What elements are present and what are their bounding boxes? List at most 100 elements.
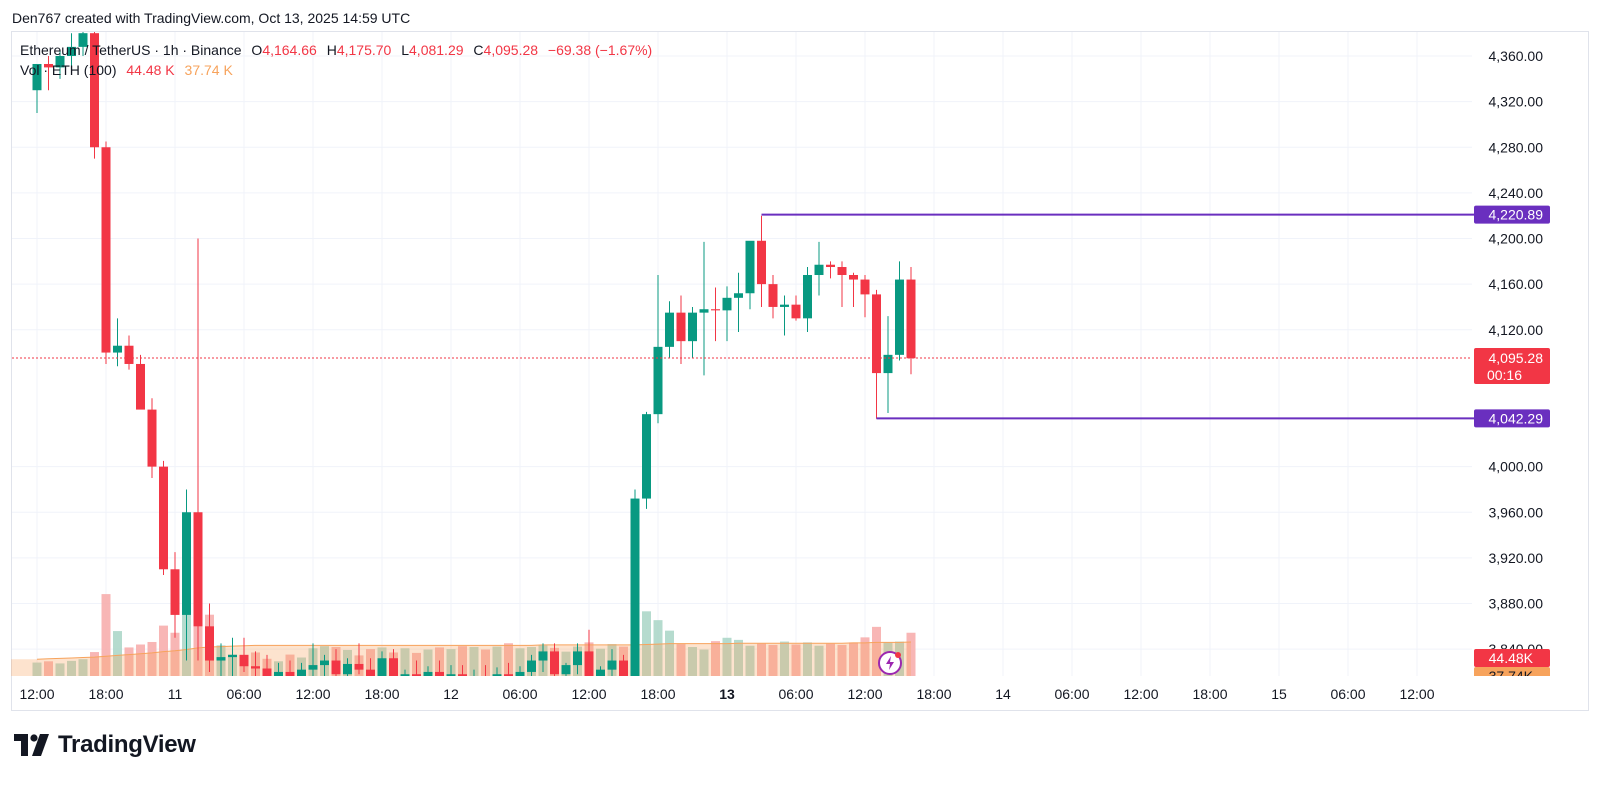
volume-bar (78, 659, 88, 676)
candle-body (113, 345, 122, 353)
time-tick-label: 13 (719, 686, 735, 702)
price-tick-label: 4,000.00 (1489, 459, 1544, 475)
candle-body (722, 297, 732, 311)
volume-bar (814, 645, 824, 676)
price-chart[interactable]: 4,360.00 4,320.00 4,280.00 4,240.00 4,200.00… (0, 0, 1600, 720)
time-tick-label: 12:00 (847, 686, 882, 702)
time-tick-label: 12:00 (1123, 686, 1158, 702)
candle-body (860, 279, 870, 295)
volume-bar (469, 647, 479, 676)
lightning-icon[interactable] (877, 650, 903, 676)
candle-body (481, 677, 490, 679)
volume-bar (780, 641, 789, 676)
candle-body (607, 660, 617, 670)
time-tick-label: 12:00 (1399, 686, 1434, 702)
volume-bar (32, 662, 42, 676)
volume-bar (768, 644, 778, 676)
volume-legend: Vol · ETH (100) 44.48 K 37.74 K (20, 62, 239, 78)
candle-body (366, 669, 375, 676)
candle-body (504, 674, 513, 676)
candle-body (630, 498, 640, 676)
volume-bar (837, 644, 847, 676)
level-price-tag (1474, 409, 1550, 428)
candle-body (90, 33, 99, 148)
price-tick-label: 4,360.00 (1489, 48, 1544, 64)
volume-tag (1474, 649, 1550, 667)
candle-body (170, 569, 180, 615)
candle-body (377, 658, 387, 676)
volume-bar (803, 642, 812, 676)
candle-body (354, 663, 364, 670)
candle-body (78, 33, 88, 47)
candle-body (228, 654, 237, 658)
volume-bar (400, 648, 410, 676)
candle-body (320, 660, 329, 666)
volume-bar (688, 647, 697, 676)
candle-body (573, 651, 582, 666)
candle-body (193, 512, 203, 627)
candles (32, 32, 916, 679)
time-tick-label: 18:00 (916, 686, 951, 702)
volume-bar (757, 643, 766, 676)
volume-bar (596, 648, 605, 676)
candle-body (895, 279, 904, 355)
volume-bar (826, 643, 835, 676)
candle-body (262, 668, 272, 676)
volume-bar (872, 626, 881, 676)
time-tick-label: 12 (443, 686, 459, 702)
candle-body (285, 671, 295, 676)
volume-bar (745, 645, 755, 676)
volume-bar (124, 647, 134, 676)
candle-body (159, 466, 168, 570)
candle-body (906, 279, 916, 359)
candle-body (768, 284, 778, 307)
ohlc-legend: Ethereum / TetherUS · 1h · Binance O4,16… (20, 42, 658, 58)
volume-title[interactable]: Vol · ETH (100) (20, 62, 117, 78)
grid (12, 32, 1472, 676)
volume-bar (642, 611, 651, 676)
overlay-lines (12, 213, 1474, 420)
candle-body (550, 651, 559, 675)
price-tick-label: 4,320.00 (1489, 94, 1544, 110)
time-tick-label: 06:00 (502, 686, 537, 702)
candle-body (297, 669, 306, 676)
candle-body (584, 651, 594, 676)
time-tick-label: 18:00 (364, 686, 399, 702)
candle-body (308, 665, 318, 670)
candle-body (412, 674, 421, 676)
level-price-tag (1474, 205, 1550, 224)
volume-bar (147, 641, 157, 676)
candle-body (837, 267, 847, 275)
volume-bar (676, 644, 686, 676)
candle-body (32, 63, 42, 91)
time-tick-label: 12:00 (295, 686, 330, 702)
candle-body (734, 293, 743, 298)
candle-body (147, 409, 157, 467)
candle-body (642, 414, 651, 499)
candle-body (136, 363, 145, 410)
candle-body (435, 671, 444, 676)
volume-ma-line (36, 641, 912, 660)
volume-bar (665, 630, 674, 676)
time-tick-label: 06:00 (778, 686, 813, 702)
ohlc-open: O4,164.66 (251, 42, 317, 58)
time-tick-label: 12:00 (19, 686, 54, 702)
volume-bar (101, 594, 111, 676)
candle-body (791, 304, 801, 319)
volume-bar (67, 660, 76, 676)
symbol-title[interactable]: Ethereum / TetherUS · 1h · Binance (20, 42, 242, 58)
volume-ma-tag-group: 37.74K (1474, 667, 1550, 684)
volume-ma-tag-label: 37.74K (1489, 668, 1534, 684)
tradingview-logo[interactable]: TradingView (14, 731, 196, 759)
candle-body (814, 264, 824, 275)
candle-body (216, 657, 226, 661)
volume-ma-area (11, 641, 911, 676)
volume-bar (446, 649, 456, 676)
candle-body (389, 658, 398, 676)
time-axis: 12:00 18:00 11 06:00 12:00 18:00 12 06:00 12:00 1… (19, 686, 1434, 702)
level-price-label: 4,220.89 (1489, 207, 1544, 223)
volume-bar (860, 637, 870, 676)
volume-bar (55, 663, 65, 676)
candle-body (676, 312, 686, 342)
candle-body (55, 56, 65, 68)
